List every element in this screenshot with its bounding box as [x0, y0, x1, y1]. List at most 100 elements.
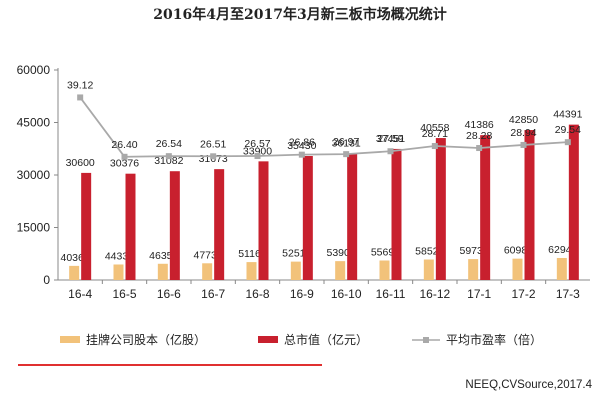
- data-label-market-cap: 35430: [287, 140, 316, 152]
- x-category-label: 16-8: [245, 287, 269, 301]
- data-label-market-cap: 33900: [243, 145, 272, 157]
- bar-market-cap: [435, 138, 446, 280]
- data-label-pe: 26.40: [111, 139, 137, 151]
- data-label-pe: 28.94: [510, 127, 536, 139]
- data-label-market-cap: 40558: [420, 122, 449, 134]
- bar-market-cap: [391, 148, 402, 280]
- data-label-pe: 26.97: [333, 136, 359, 148]
- data-label-market-cap: 31082: [154, 155, 183, 167]
- bar-market-cap: [258, 161, 269, 280]
- data-label-stocks: 4433: [105, 250, 129, 262]
- bar-stocks: [69, 265, 80, 280]
- legend-marker-pe: [423, 337, 429, 343]
- bar-stocks: [423, 259, 434, 280]
- bar-stocks: [335, 261, 346, 280]
- bar-market-cap: [169, 171, 180, 280]
- data-label-market-cap: 44391: [553, 109, 582, 121]
- data-label-market-cap: 30600: [66, 157, 95, 169]
- x-category-label: 16-9: [290, 287, 314, 301]
- data-label-market-cap: 42850: [509, 114, 538, 126]
- bar-stocks: [290, 261, 301, 280]
- bar-market-cap: [302, 155, 313, 280]
- legend-swatch-market-cap: [258, 336, 278, 343]
- data-label-market-cap: 36131: [332, 138, 361, 150]
- data-label-stocks: 5251: [282, 248, 306, 260]
- x-category-label: 17-1: [467, 287, 491, 301]
- pe-marker: [210, 153, 217, 160]
- bar-stocks: [512, 258, 523, 280]
- data-label-stocks: 6294: [548, 244, 572, 256]
- data-label-stocks: 4635: [149, 250, 173, 262]
- x-category-label: 16-4: [68, 287, 92, 301]
- pe-marker: [343, 151, 350, 158]
- x-category-label: 16-5: [112, 287, 136, 301]
- pe-marker: [520, 141, 527, 148]
- bar-stocks: [202, 263, 213, 280]
- data-label-market-cap: 37451: [376, 133, 405, 145]
- data-label-pe: 28.71: [422, 128, 448, 140]
- pe-marker: [77, 94, 84, 101]
- data-label-stocks: 5116: [238, 248, 261, 260]
- bar-market-cap: [568, 124, 579, 280]
- data-label-pe: 27.59: [377, 133, 403, 145]
- x-category-label: 17-3: [556, 287, 580, 301]
- bar-market-cap: [524, 130, 535, 280]
- data-label-pe: 29.54: [555, 124, 581, 136]
- legend-swatch-stocks: [60, 336, 80, 343]
- data-label-pe: 28.28: [466, 130, 492, 142]
- bar-stocks: [246, 262, 257, 280]
- bar-stocks: [113, 264, 124, 280]
- x-category-label: 16-10: [331, 287, 362, 301]
- data-label-stocks: 6098: [504, 245, 528, 257]
- bar-market-cap: [347, 153, 358, 280]
- y-tick-label: 15000: [17, 221, 51, 235]
- data-label-stocks: 5852: [415, 246, 439, 258]
- legend: 挂牌公司股本（亿股） 总市值（亿元） 平均市盈率（倍）: [60, 332, 542, 347]
- plot-area: 0 15000 30000 45000 60000 4036 30600 16-4 4433 30…: [17, 63, 590, 301]
- data-label-pe: 26.57: [244, 138, 270, 150]
- data-label-pe: 39.12: [67, 79, 93, 91]
- pe-marker: [254, 153, 261, 160]
- pe-marker: [298, 151, 305, 158]
- legend-label-pe: 平均市盈率（倍）: [446, 332, 542, 347]
- x-category-label: 17-2: [511, 287, 535, 301]
- x-category-label: 16-6: [157, 287, 181, 301]
- bar-market-cap: [125, 173, 136, 280]
- data-label-pe: 26.86: [289, 137, 315, 149]
- x-category-label: 16-11: [376, 287, 406, 301]
- bar-stocks: [157, 263, 168, 280]
- pe-marker: [165, 153, 172, 160]
- bar-stocks: [556, 257, 567, 280]
- bar-stocks: [379, 260, 390, 280]
- data-label-pe: 26.54: [156, 138, 182, 150]
- y-tick-label: 60000: [17, 63, 51, 77]
- data-label-stocks: 5973: [459, 245, 483, 257]
- chart-title: 2016年4月至2017年3月新三板市场概况统计: [153, 6, 446, 23]
- x-category-label: 16-7: [201, 287, 225, 301]
- x-category-label: 16-12: [419, 287, 450, 301]
- bar-market-cap: [81, 172, 92, 280]
- pe-marker: [476, 145, 483, 152]
- pe-marker: [564, 139, 571, 146]
- bar-stocks: [468, 259, 479, 280]
- data-label-market-cap: 41386: [465, 119, 494, 131]
- pe-marker: [121, 153, 128, 160]
- data-label-stocks: 4036: [60, 252, 84, 264]
- source-note: NEEQ,CVSource,2017.4: [465, 379, 592, 391]
- data-label-stocks: 4773: [193, 249, 217, 261]
- pe-line: [79, 96, 568, 158]
- pe-marker: [431, 143, 438, 150]
- legend-label-market-cap: 总市值（亿元）: [284, 332, 368, 347]
- pe-marker: [387, 148, 394, 155]
- legend-label-stocks: 挂牌公司股本（亿股）: [86, 332, 206, 347]
- data-label-stocks: 5390: [326, 247, 350, 259]
- y-tick-label: 30000: [17, 168, 51, 182]
- data-label-market-cap: 30376: [110, 158, 139, 170]
- data-label-stocks: 5569: [371, 247, 395, 259]
- y-tick-label: 0: [43, 273, 50, 287]
- bar-market-cap: [480, 135, 491, 280]
- data-label-pe: 26.51: [200, 138, 226, 150]
- y-tick-label: 45000: [17, 116, 51, 130]
- bar-market-cap: [214, 169, 225, 280]
